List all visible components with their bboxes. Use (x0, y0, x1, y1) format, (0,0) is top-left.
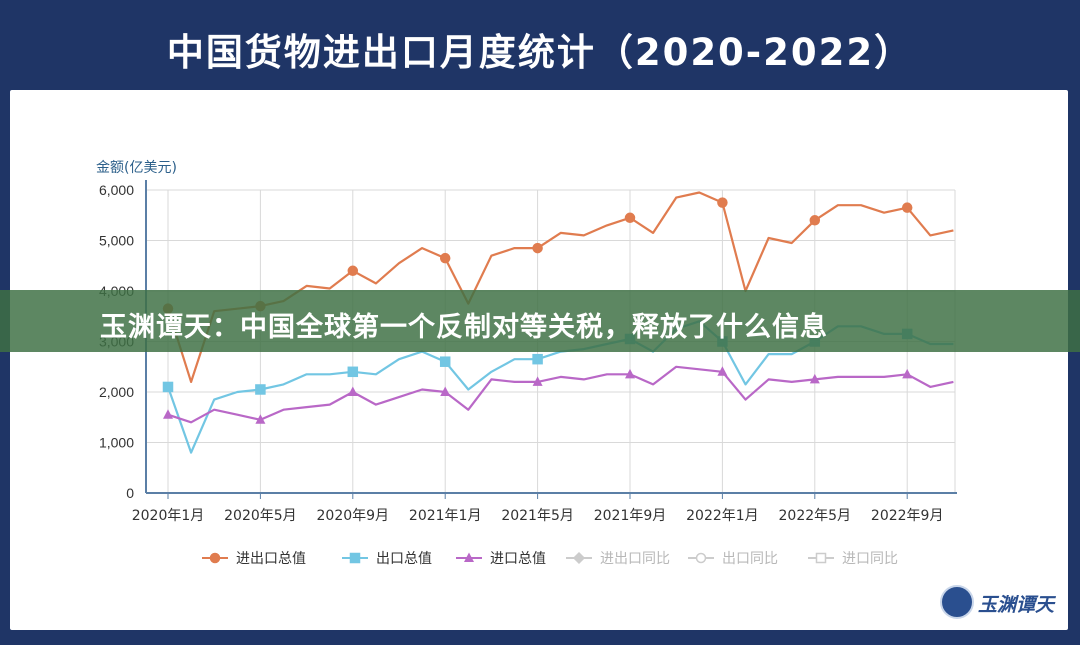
legend-marker (464, 552, 474, 562)
data-point (532, 376, 543, 386)
legend-label: 进口总值 (490, 551, 546, 567)
data-point (162, 381, 174, 393)
legend-label: 进口同比 (842, 551, 898, 567)
series-line (166, 191, 954, 383)
chart-card: 01,0002,0003,0004,0005,0006,0002020年1月20… (10, 90, 1068, 630)
logo-icon (940, 585, 974, 619)
data-point (347, 366, 359, 378)
data-point (440, 386, 451, 396)
x-tick-label: 2020年5月 (224, 508, 297, 524)
data-point (717, 366, 728, 376)
series-3 (163, 365, 954, 424)
x-tick-label: 2022年9月 (871, 508, 944, 524)
data-point (717, 197, 728, 208)
legend-label: 出口总值 (376, 551, 432, 567)
legend-item[interactable]: 出口同比 (688, 551, 778, 567)
data-point (163, 409, 173, 419)
data-point (439, 252, 451, 264)
x-tick-label: 2021年5月 (501, 508, 574, 524)
legend-label: 进出口总值 (236, 551, 306, 567)
data-point (624, 212, 636, 224)
data-point (902, 368, 913, 379)
y-tick-label: 6,000 (99, 182, 134, 198)
watermark-logo: 玉渊谭天 (940, 585, 1070, 619)
data-point (347, 265, 359, 277)
legend-marker (209, 552, 221, 564)
x-tick-label: 2021年9月 (594, 508, 667, 524)
legend-label: 进出口同比 (600, 551, 670, 567)
legend-marker (572, 551, 586, 565)
legend-label: 出口同比 (722, 551, 778, 567)
x-tick-label: 2020年9月 (317, 508, 390, 524)
data-point (901, 202, 913, 213)
watermark-text: 玉渊谭天 (978, 594, 1055, 616)
line-chart: 01,0002,0003,0004,0005,0006,0002020年1月20… (96, 160, 957, 567)
data-point (809, 215, 821, 226)
y-axis-title: 金额(亿美元) (96, 160, 177, 176)
data-point (532, 353, 543, 365)
page-title: 中国货物进出口月度统计（2020-2022） (166, 31, 914, 74)
x-tick-label: 2021年1月 (409, 508, 482, 524)
series-line (167, 365, 954, 424)
banner-headline: 玉渊谭天：中国全球第一个反制对等关税，释放了什么信息 (100, 312, 828, 343)
legend-item[interactable]: 进口总值 (456, 551, 546, 567)
legend-item[interactable]: 进口同比 (808, 551, 898, 567)
data-point (347, 386, 358, 396)
legend-item[interactable]: 进出口总值 (202, 551, 306, 567)
x-tick-label: 2022年5月 (779, 508, 852, 524)
legend-marker (815, 552, 827, 564)
data-point (625, 368, 635, 379)
x-tick-label: 2022年1月 (686, 508, 759, 524)
data-point (809, 373, 820, 384)
x-tick-label: 2020年1月 (132, 508, 205, 524)
y-tick-label: 5,000 (99, 233, 134, 249)
legend-marker (349, 552, 361, 564)
legend-item[interactable]: 出口总值 (342, 551, 432, 567)
news-banner: 玉渊谭天：中国全球第一个反制对等关税，释放了什么信息 (0, 290, 1080, 352)
data-point (255, 384, 266, 395)
data-point (255, 414, 266, 424)
y-tick-label: 2,000 (99, 384, 134, 400)
data-point (439, 356, 451, 367)
legend-marker (695, 552, 707, 564)
legend-item[interactable]: 进出口同比 (566, 551, 670, 567)
data-point (532, 242, 543, 254)
y-tick-label: 0 (126, 485, 134, 501)
y-tick-label: 1,000 (99, 435, 134, 451)
